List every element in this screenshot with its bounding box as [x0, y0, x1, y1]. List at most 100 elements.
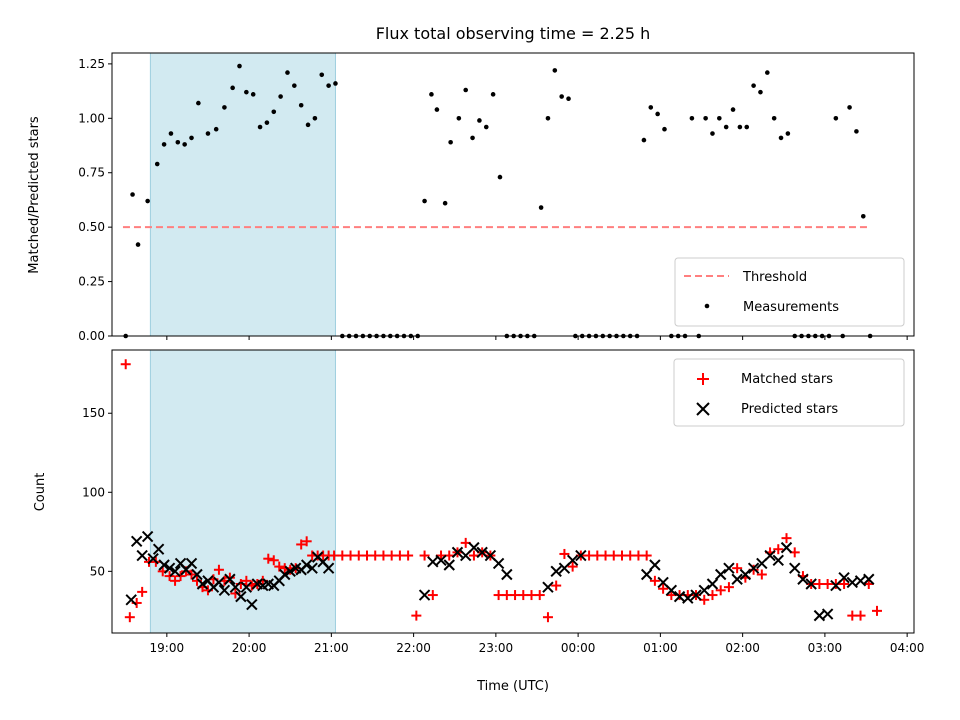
predicted-star-b	[846, 576, 859, 589]
matched-star-point	[723, 582, 734, 593]
measurement-point	[847, 105, 852, 110]
measurement-point	[298, 102, 304, 108]
predicted-star-point	[731, 573, 743, 585]
predicted-star-b	[418, 589, 431, 601]
predicted-star-b	[698, 584, 710, 597]
predicted-star-b	[772, 554, 784, 566]
measurement-point	[860, 213, 866, 219]
measurement-point	[434, 107, 440, 112]
predicted-star-b	[158, 559, 170, 571]
measurement-point	[723, 124, 729, 130]
bottom-highlight-band	[149, 349, 336, 634]
measurement-point	[312, 116, 318, 121]
predicted-star-b	[251, 578, 264, 590]
measurement-point	[641, 137, 647, 143]
predicted-star-point	[163, 562, 176, 574]
predicted-star-b	[213, 576, 225, 589]
y-tick-label: 50	[90, 564, 105, 578]
predicted-star-b	[443, 559, 455, 571]
predicted-star-b	[476, 546, 488, 559]
predicted-star-point	[125, 594, 137, 606]
measurement-point	[182, 142, 187, 147]
measurement-point	[552, 68, 558, 73]
predicted-star-b	[196, 578, 209, 590]
matched-star-point	[542, 612, 553, 623]
measurement-point	[710, 131, 715, 136]
predicted-star-b	[174, 557, 187, 570]
matched-star-point	[559, 548, 570, 559]
predicted-star-point	[698, 584, 710, 597]
y-tick-label: 1.00	[78, 111, 105, 125]
predicted-star-b	[147, 552, 159, 565]
y-tick-label: 0.50	[78, 220, 105, 234]
measurement-point	[490, 92, 496, 97]
predicted-star-b	[690, 589, 702, 601]
predicted-star-point	[240, 581, 253, 593]
matched-star-point	[263, 553, 274, 564]
predicted-star-point	[279, 568, 291, 581]
measurement-point	[833, 116, 839, 121]
x-tick-label: 19:00	[150, 641, 185, 655]
predicted-star-b	[805, 578, 817, 590]
measurement-point	[545, 116, 551, 121]
predicted-star-point	[723, 562, 735, 574]
matched-star-point	[268, 555, 279, 566]
predicted-star-b	[706, 578, 719, 590]
matched-star-point	[175, 571, 186, 582]
legend-threshold-label: Threshold	[742, 270, 807, 285]
legend-predicted-label: Predicted stars	[741, 402, 838, 417]
predicted-star-point	[747, 562, 760, 574]
predicted-star-b	[640, 568, 653, 581]
measurement-point	[744, 124, 750, 130]
predicted-star-point	[213, 576, 225, 589]
predicted-star-b	[289, 562, 302, 574]
measurement-point	[161, 142, 167, 147]
matched-star-point	[551, 580, 562, 591]
predicted-star-point	[542, 581, 554, 593]
measurement-point	[771, 116, 777, 121]
y-tick-label: 150	[82, 406, 105, 420]
predicted-star-point	[863, 573, 875, 585]
predicted-star-b	[185, 557, 198, 570]
predicted-star-point	[322, 562, 335, 574]
predicted-star-b	[501, 568, 513, 581]
predicted-star-b	[284, 565, 296, 578]
predicted-star-point	[141, 530, 154, 543]
measurement-point	[448, 139, 453, 145]
predicted-star-b	[484, 549, 497, 562]
predicted-star-b	[218, 584, 231, 597]
predicted-star-point	[682, 592, 694, 604]
legend-measurements-label: Measurements	[743, 300, 839, 315]
measurement-point	[196, 100, 201, 106]
measurement-point	[470, 135, 475, 141]
predicted-star-point	[443, 559, 455, 571]
predicted-star-b	[311, 551, 324, 563]
legend-matched-label: Matched stars	[741, 372, 833, 387]
matched-star-point	[534, 590, 545, 601]
predicted-star-point	[550, 565, 562, 578]
predicted-star-point	[136, 549, 148, 562]
measurement-point	[737, 124, 743, 130]
matched-star-point	[855, 610, 866, 621]
predicted-star-b	[246, 598, 258, 611]
predicted-star-b	[797, 573, 809, 585]
predicted-star-point	[224, 573, 236, 585]
top-x-ticks	[166, 336, 908, 340]
bottom-legend: Matched stars Predicted stars	[673, 358, 905, 427]
predicted-star-b	[130, 535, 143, 548]
predicted-star-b	[229, 581, 242, 593]
measurement-point	[264, 120, 270, 125]
predicted-star-b	[813, 609, 826, 622]
predicted-star-b	[731, 573, 743, 585]
predicted-star-b	[322, 562, 335, 574]
predicted-star-b	[427, 556, 439, 568]
x-tick-label: 22:00	[396, 641, 431, 655]
measurement-point	[319, 72, 325, 78]
top-legend-box	[674, 257, 905, 327]
measurement-point	[778, 135, 784, 141]
predicted-star-b	[723, 562, 735, 574]
matched-star-point	[756, 569, 767, 580]
measurement-point	[130, 192, 135, 197]
measurement-point	[483, 124, 489, 130]
